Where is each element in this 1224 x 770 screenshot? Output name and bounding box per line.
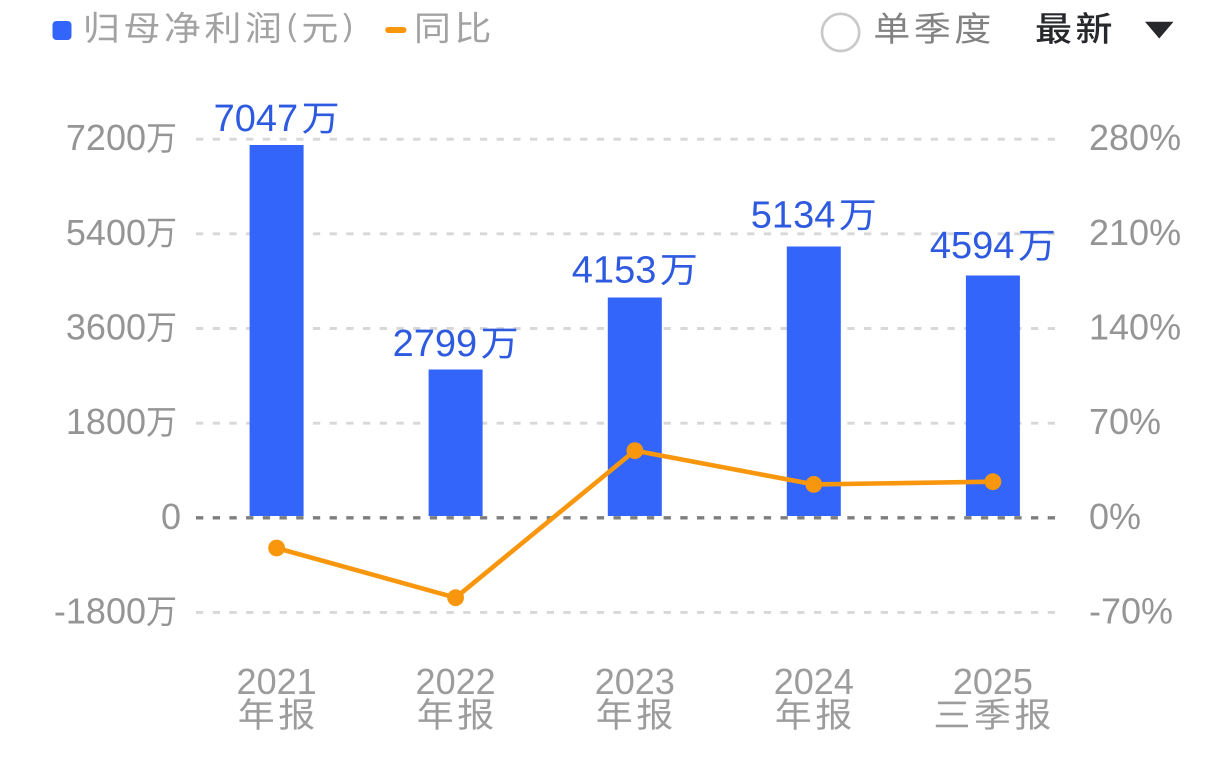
svg-text:2023: 2023	[595, 661, 675, 702]
svg-text:1800: 1800	[66, 401, 146, 442]
svg-text:3600: 3600	[66, 307, 146, 348]
svg-text:0: 0	[161, 496, 181, 537]
svg-text:2024: 2024	[774, 661, 854, 702]
svg-text:4153: 4153	[572, 249, 657, 291]
svg-text:0%: 0%	[1089, 496, 1141, 537]
svg-text:5400: 5400	[66, 212, 146, 253]
svg-text:7200: 7200	[66, 117, 146, 158]
svg-text:2799: 2799	[393, 323, 478, 365]
svg-text:7047: 7047	[214, 98, 299, 140]
svg-text:280%: 280%	[1089, 117, 1181, 158]
svg-text:210%: 210%	[1089, 212, 1181, 253]
svg-text:4594: 4594	[930, 225, 1015, 267]
svg-text:2022: 2022	[416, 661, 496, 702]
svg-text:2021: 2021	[237, 661, 317, 702]
svg-text:5134: 5134	[751, 195, 836, 237]
svg-text:140%: 140%	[1089, 307, 1181, 348]
svg-text:-1800: -1800	[54, 591, 146, 632]
svg-text:70%: 70%	[1089, 401, 1161, 442]
svg-text:-70%: -70%	[1089, 591, 1173, 632]
svg-text:2025: 2025	[953, 661, 1033, 702]
